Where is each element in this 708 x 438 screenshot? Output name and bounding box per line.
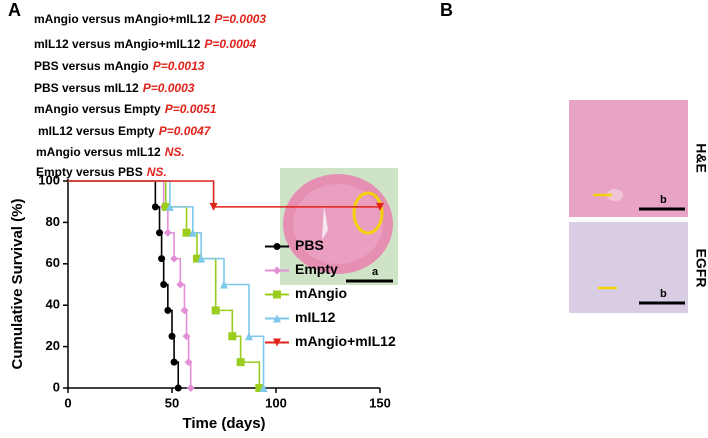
comparison-label: mIL12 versus Empty	[38, 124, 155, 138]
tissue	[607, 189, 623, 201]
marker	[180, 306, 189, 315]
p-value: P=0.0051	[165, 102, 217, 116]
scale-label: a	[372, 266, 379, 278]
x-tick-label: 100	[265, 395, 287, 410]
marker	[186, 384, 195, 392]
marker	[184, 358, 193, 367]
annotation: PBS versus mAngio P=0.0013	[34, 59, 205, 73]
marker	[182, 228, 191, 237]
p-value: P=0.0003	[143, 81, 195, 95]
legend-marker	[273, 266, 281, 275]
y-tick-label: 100	[38, 172, 60, 187]
comparison-label: mAngio versus mAngio+mIL12	[34, 12, 211, 26]
comparison-label: mAngio versus mIL12	[36, 145, 161, 159]
marker	[182, 332, 191, 341]
annotation: mAngio versus Empty P=0.0051	[34, 102, 217, 116]
marker	[151, 203, 159, 211]
marker	[255, 384, 264, 392]
marker	[168, 332, 176, 340]
y-tick-label: 40	[46, 297, 60, 312]
marker	[209, 202, 218, 211]
ventricle	[322, 205, 328, 240]
p-value: P=0.0013	[153, 59, 205, 73]
comparison-label: mAngio versus Empty	[34, 102, 161, 116]
comparison-label: Empty versus PBS	[36, 165, 143, 179]
marker	[164, 306, 172, 314]
p-value: NS.	[165, 145, 185, 159]
comparison-label: PBS versus mIL12	[34, 81, 139, 95]
annotation: PBS versus mIL12 P=0.0003	[34, 81, 195, 95]
marker	[259, 384, 268, 392]
marker	[176, 280, 185, 289]
marker	[211, 306, 220, 315]
p-value: NS.	[147, 165, 167, 179]
marker	[188, 228, 197, 237]
p-value: P=0.0004	[204, 37, 256, 51]
survival-curve	[68, 180, 380, 208]
marker	[236, 358, 245, 367]
marker	[163, 228, 172, 237]
p-value: P=0.0003	[214, 12, 266, 26]
annotation: Empty versus PBS NS.	[36, 165, 167, 179]
highlight-ring	[352, 191, 384, 235]
annotation: mIL12 versus mAngio+mIL12 P=0.0004	[34, 37, 256, 51]
image-frame	[569, 100, 688, 217]
legend-label: mIL12	[295, 309, 336, 325]
annotation: mAngio versus mIL12 NS.	[36, 145, 185, 159]
legend-marker	[273, 243, 281, 250]
marker	[158, 255, 166, 263]
p-value: P=0.0047	[159, 124, 212, 138]
panel-label: B	[440, 0, 453, 20]
marker	[244, 332, 253, 341]
scale-label: b	[660, 194, 667, 206]
x-tick-label: 0	[64, 395, 71, 410]
x-tick-label: 50	[165, 395, 179, 410]
marker	[197, 254, 206, 263]
x-axis-label: Time (days)	[182, 415, 265, 432]
marker	[165, 202, 174, 211]
marker	[161, 202, 170, 211]
marker	[376, 202, 384, 211]
histology-images	[280, 100, 688, 313]
marker	[170, 254, 179, 263]
row-label: H&E	[693, 143, 708, 173]
comparison-label: PBS versus mAngio	[34, 59, 149, 73]
tissue	[293, 184, 383, 264]
legend-marker	[273, 290, 281, 299]
legend-marker	[273, 314, 281, 323]
y-tick-label: 80	[46, 214, 60, 229]
marker	[156, 229, 164, 237]
marker	[220, 280, 228, 289]
y-axis-label: Cumulative Survival (%)	[9, 199, 26, 370]
legend-label: mAngio+mIL12	[295, 333, 396, 349]
legend-label: mAngio	[295, 285, 347, 301]
annotation: mAngio versus mAngio+mIL12 P=0.0003	[34, 12, 266, 26]
y-tick-label: 20	[46, 338, 60, 353]
survival-curve	[68, 180, 192, 388]
legend-label: Empty	[295, 261, 338, 277]
marker	[170, 358, 178, 366]
annotation: mIL12 versus Empty P=0.0047	[38, 124, 212, 138]
panel-label: A	[8, 0, 21, 20]
row-label: EGFR	[693, 249, 708, 288]
y-tick-label: 0	[53, 379, 60, 394]
x-tick-label: 150	[369, 395, 391, 410]
y-tick-label: 60	[46, 255, 60, 270]
marker	[174, 384, 182, 392]
marker	[160, 281, 168, 288]
legend-label: PBS	[295, 237, 324, 253]
legend-marker	[273, 338, 281, 347]
marker	[228, 332, 237, 341]
scale-label: b	[660, 288, 667, 300]
image-frame	[569, 222, 688, 313]
marker	[192, 254, 201, 263]
comparison-label: mIL12 versus mAngio+mIL12	[34, 37, 201, 51]
